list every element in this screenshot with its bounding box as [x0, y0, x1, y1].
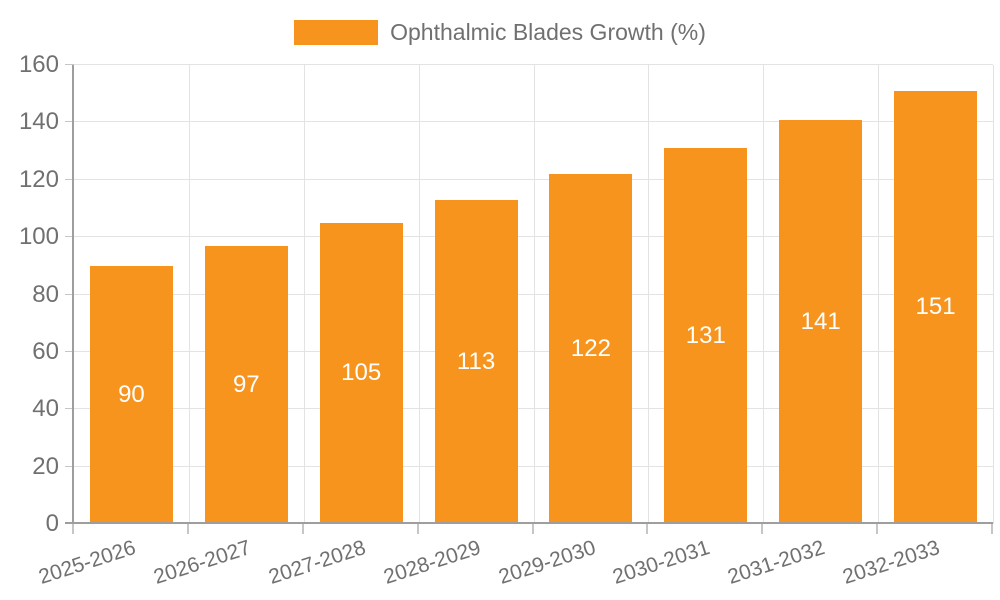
x-tick-label: 2030-2031 [610, 536, 713, 589]
y-tick-label: 0 [45, 510, 59, 537]
x-tick-label: 2032-2033 [840, 536, 943, 589]
gridline-horizontal [74, 64, 993, 65]
bar[interactable]: 151 [894, 90, 978, 524]
x-tick-mark [416, 524, 419, 534]
y-tick-mark [65, 64, 74, 65]
bar-value-label: 131 [685, 322, 726, 350]
gridline-vertical [878, 65, 880, 524]
bar-value-label: 90 [118, 380, 145, 408]
bar-value-label: 151 [915, 293, 956, 321]
legend-swatch-icon [294, 19, 379, 45]
x-tick-mark [186, 524, 189, 534]
y-tick-label: 100 [18, 223, 59, 251]
x-tick-mark [646, 524, 649, 534]
bar[interactable]: 141 [779, 119, 863, 524]
bar[interactable]: 90 [89, 265, 173, 524]
x-tick-label: 2027-2028 [265, 536, 369, 589]
x-tick-label: 2025-2026 [35, 536, 139, 589]
x-tick-label: 2031-2032 [725, 536, 828, 589]
bar-value-label: 122 [570, 334, 611, 362]
y-tick-label: 160 [18, 51, 59, 78]
y-tick-mark [65, 293, 74, 295]
y-tick-label: 20 [32, 452, 59, 480]
chart-legend[interactable]: Ophthalmic Blades Growth (%) [0, 19, 1000, 45]
y-tick-label: 40 [32, 395, 59, 423]
x-tick-label: 2026-2027 [150, 536, 254, 589]
y-tick-label: 140 [18, 108, 59, 136]
bar-value-label: 141 [800, 307, 841, 335]
x-tick-mark [72, 524, 74, 534]
y-tick-mark [65, 350, 74, 352]
x-tick-mark [301, 524, 304, 534]
bar[interactable]: 113 [434, 199, 518, 524]
y-tick-mark [65, 236, 74, 238]
bar-value-label: 97 [232, 370, 260, 398]
y-tick-label: 60 [32, 337, 59, 365]
gridline-vertical [188, 65, 190, 524]
x-tick-mark [991, 524, 993, 534]
y-tick-mark [65, 178, 74, 180]
bar-value-label: 113 [456, 347, 496, 375]
bar[interactable]: 97 [204, 245, 288, 524]
y-tick-mark [65, 121, 74, 123]
x-axis-line [65, 522, 993, 524]
gridline-vertical [418, 65, 420, 524]
gridline-vertical [303, 65, 305, 524]
x-tick-label: 2029-2030 [495, 536, 599, 589]
y-tick-mark [65, 465, 74, 467]
bar-value-label: 105 [341, 359, 382, 387]
x-tick-mark [876, 524, 879, 534]
legend-label: Ophthalmic Blades Growth (%) [390, 19, 706, 45]
bar[interactable]: 105 [319, 222, 403, 524]
x-tick-mark [761, 524, 764, 534]
x-tick-mark [531, 524, 534, 534]
gridline-vertical [533, 65, 535, 524]
gridline-vertical [648, 65, 650, 524]
y-tick-label: 120 [18, 165, 59, 193]
y-tick-mark [65, 408, 74, 410]
bar[interactable]: 122 [549, 174, 633, 524]
gridline-vertical [763, 65, 765, 524]
x-tick-label: 2028-2029 [380, 536, 484, 589]
bar[interactable]: 131 [664, 148, 748, 524]
gridline-vertical [993, 65, 994, 524]
y-axis-line [72, 65, 74, 524]
y-tick-label: 80 [32, 280, 59, 308]
